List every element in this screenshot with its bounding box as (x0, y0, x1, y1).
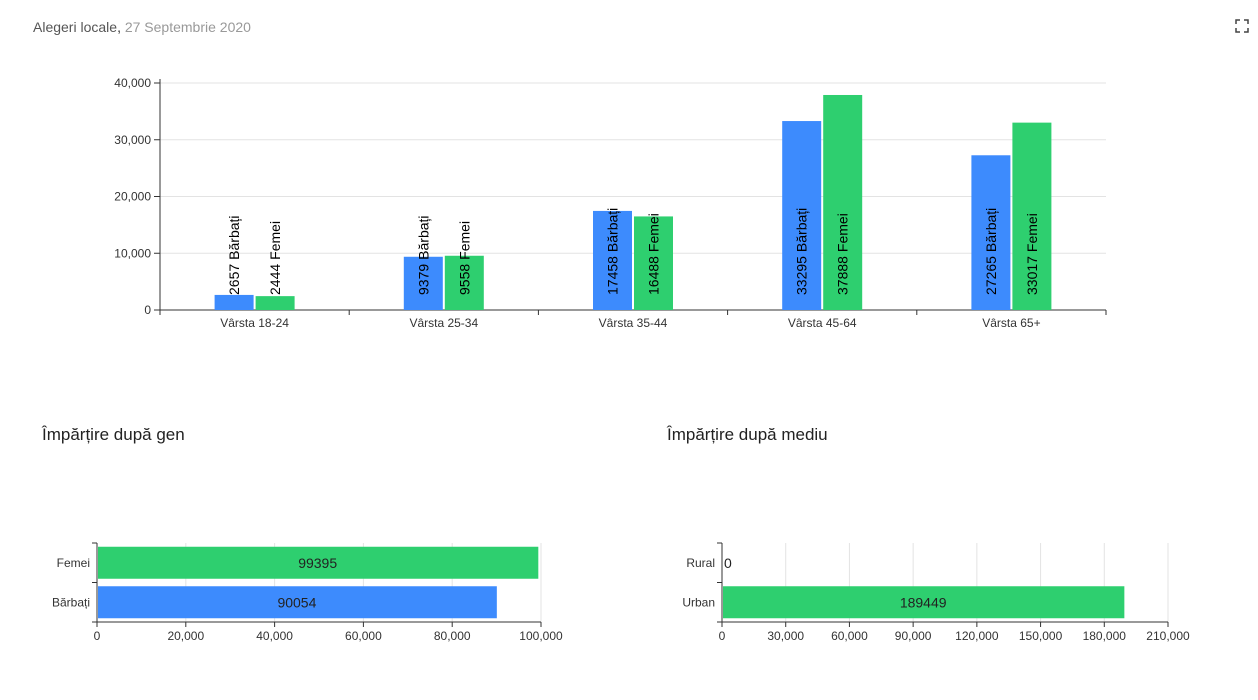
bar-barbati (214, 294, 254, 310)
bar-value: 27265 (983, 256, 999, 295)
bar-series-name: Femei (835, 213, 851, 252)
environment-section-title: Împărțire după mediu (667, 425, 828, 444)
x-tick-label: 60,000 (345, 629, 382, 643)
bar-value: 33295 (794, 256, 810, 295)
x-tick-label: 120,000 (955, 629, 999, 643)
bar-femei (1012, 122, 1052, 310)
category-label: Vârsta 25-34 (409, 316, 478, 330)
bar-data-label: 37888 Femei (835, 213, 851, 295)
x-tick-label: 210,000 (1146, 629, 1190, 643)
bar (98, 586, 497, 619)
bar-value: 17458 (605, 256, 621, 295)
category-label: Vârsta 45-64 (788, 316, 857, 330)
bar-data-label: 33017 Femei (1024, 213, 1040, 295)
x-tick-label: 180,000 (1083, 629, 1127, 643)
bar-data-label: 9379 Bărbați (415, 215, 431, 295)
bar-value: 33017 (1024, 256, 1040, 295)
bar-data-label: 16488 Femei (646, 213, 662, 295)
bar (98, 546, 539, 579)
bar-barbati (593, 210, 632, 310)
x-tick-label: 40,000 (256, 629, 293, 643)
bar-value: 9379 (415, 264, 431, 295)
x-tick-label: 0 (94, 629, 101, 643)
bar-series-name: Bărbați (605, 208, 621, 252)
x-tick-label: 30,000 (767, 629, 804, 643)
category-label: Vârsta 18-24 (220, 316, 289, 330)
category-label: Vârsta 35-44 (599, 316, 668, 330)
bar-value: 2444 (267, 264, 283, 295)
bar-data-label: 33295 Bărbați (794, 208, 810, 295)
x-tick-label: 20,000 (167, 629, 204, 643)
y-tick-label: 40,000 (114, 76, 151, 90)
chart-header: Alegeri locale, 27 Septembrie 2020 (33, 19, 251, 35)
bar-barbati (971, 155, 1011, 310)
y-tick-label: 10,000 (114, 246, 151, 260)
x-tick-label: 100,000 (519, 629, 563, 643)
x-tick-label: 0 (719, 629, 726, 643)
category-label: Rural (686, 556, 715, 570)
y-tick-label: 30,000 (114, 133, 151, 147)
bar-series-name: Bărbați (415, 215, 431, 259)
x-tick-label: 60,000 (831, 629, 868, 643)
bar-series-name: Femei (267, 221, 283, 260)
x-tick-label: 150,000 (1019, 629, 1063, 643)
bar-data-label: 17458 Bărbați (605, 208, 621, 295)
bar-femei (823, 94, 863, 311)
x-tick-label: 90,000 (895, 629, 932, 643)
bar-value-label: 99395 (298, 555, 337, 571)
bar-series-name: Femei (1024, 213, 1040, 252)
bar-data-label: 9558 Femei (456, 221, 472, 295)
bar-value-label: 90054 (277, 594, 316, 610)
bar-series-name: Femei (456, 221, 472, 260)
bar-femei (634, 216, 673, 310)
expand-icon (1235, 19, 1249, 33)
y-tick-label: 20,000 (114, 190, 151, 204)
bar (723, 586, 1125, 619)
bar-series-name: Bărbați (226, 215, 242, 259)
category-label: Urban (682, 595, 715, 609)
bar-series-name: Bărbați (983, 208, 999, 252)
bar-value: 2657 (226, 264, 242, 295)
gender-section-title: Împărțire după gen (42, 425, 185, 444)
header-separator: , (117, 19, 125, 35)
bar-barbati (403, 256, 443, 310)
fullscreen-button[interactable] (1234, 18, 1250, 34)
bar-femei (255, 296, 295, 310)
category-label: Femei (57, 556, 90, 570)
header-title: Alegeri locale (33, 19, 118, 35)
bar-data-label: 2657 Bărbați (226, 215, 242, 295)
x-tick-label: 80,000 (434, 629, 471, 643)
bar-value-label: 189449 (900, 594, 947, 610)
bar-data-label: 2444 Femei (267, 221, 283, 295)
category-label: Bărbați (52, 595, 90, 609)
bar-value-label: 0 (724, 555, 732, 571)
bar-femei (444, 255, 484, 310)
y-tick-label: 0 (144, 303, 151, 317)
bar-series-name: Femei (646, 213, 662, 252)
bar-barbati (782, 121, 822, 310)
header-date: 27 Septembrie 2020 (124, 19, 251, 35)
bar-series-name: Bărbați (794, 208, 810, 252)
bar-value: 9558 (456, 264, 472, 295)
category-label: Vârsta 65+ (982, 316, 1040, 330)
bar-value: 16488 (646, 256, 662, 295)
bar-value: 37888 (835, 256, 851, 295)
bar-data-label: 27265 Bărbați (983, 208, 999, 295)
